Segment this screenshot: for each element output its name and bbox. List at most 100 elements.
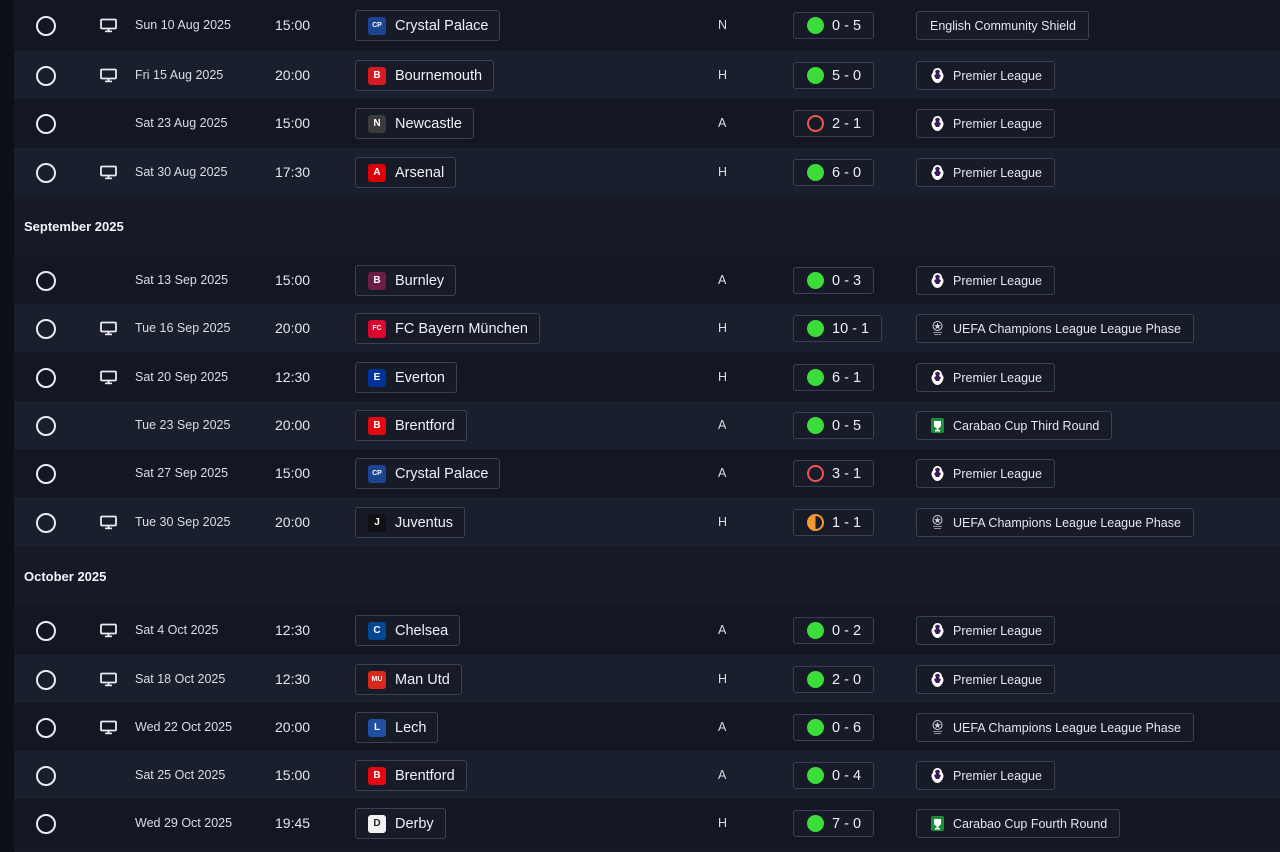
- select-toggle[interactable]: [36, 416, 56, 436]
- select-toggle[interactable]: [36, 16, 56, 36]
- select-toggle[interactable]: [36, 319, 56, 339]
- competition-button[interactable]: UEFA Champions League League Phase: [916, 314, 1194, 343]
- competition-button[interactable]: English Community Shield: [916, 11, 1089, 40]
- opponent-button[interactable]: L Lech: [355, 712, 439, 743]
- fixture-row[interactable]: Sat 13 Sep 2025 15:00 B Burnley A 0 - 3 Premie…: [14, 256, 1280, 304]
- result-badge[interactable]: 10 - 1: [793, 315, 883, 342]
- venue-label: H: [718, 370, 728, 384]
- opponent-button[interactable]: A Arsenal: [355, 157, 457, 188]
- competition-button[interactable]: Carabao Cup Third Round: [916, 411, 1113, 440]
- section-header: October 2025: [14, 546, 1280, 606]
- opponent-button[interactable]: D Derby: [355, 808, 446, 839]
- competition-button[interactable]: Premier League: [916, 459, 1055, 488]
- opponent-button[interactable]: N Newcastle: [355, 108, 474, 139]
- competition-button[interactable]: Premier League: [916, 109, 1055, 138]
- opponent-button[interactable]: B Brentford: [355, 410, 467, 441]
- fixture-row[interactable]: Tue 23 Sep 2025 20:00 B Brentford A 0 - 5 Cara…: [14, 401, 1280, 449]
- opponent-button[interactable]: C Chelsea: [355, 615, 461, 646]
- select-toggle[interactable]: [36, 621, 56, 641]
- fixture-row[interactable]: Sat 27 Sep 2025 15:00 CP Crystal Palace A 3 -…: [14, 449, 1280, 497]
- lech-crest: L: [368, 718, 386, 737]
- bayern-crest: FC: [368, 319, 386, 338]
- venue-label: N: [718, 18, 728, 32]
- opponent-button[interactable]: E Everton: [355, 362, 457, 393]
- competition-button[interactable]: UEFA Champions League League Phase: [916, 508, 1194, 537]
- bournemouth-crest: B: [368, 66, 386, 85]
- fixture-date: Sat 4 Oct 2025: [135, 623, 219, 637]
- burnley-crest: B: [368, 271, 386, 290]
- score: 7 - 0: [832, 815, 862, 832]
- select-toggle[interactable]: [36, 66, 56, 86]
- select-toggle[interactable]: [36, 163, 56, 183]
- result-badge[interactable]: 0 - 5: [793, 12, 875, 39]
- fixture-time: 19:45: [275, 815, 311, 831]
- premier-league-icon: [930, 272, 945, 289]
- select-toggle[interactable]: [36, 814, 56, 834]
- fixture-date: Wed 22 Oct 2025: [135, 720, 233, 734]
- result-badge[interactable]: 6 - 1: [793, 364, 875, 391]
- competition-button[interactable]: Premier League: [916, 616, 1055, 645]
- score: 5 - 0: [832, 67, 862, 84]
- opponent-button[interactable]: CP Crystal Palace: [355, 10, 501, 41]
- result-badge[interactable]: 1 - 1: [793, 509, 875, 536]
- competition-button[interactable]: Premier League: [916, 761, 1055, 790]
- result-badge[interactable]: 5 - 0: [793, 62, 875, 89]
- fixture-row[interactable]: Sat 23 Aug 2025 15:00 N Newcastle A 2 - 1 Prem…: [14, 99, 1280, 147]
- fixture-row[interactable]: Sat 4 Oct 2025 12:30 C Chelsea A 0 - 2 Premier…: [14, 606, 1280, 654]
- competition-button[interactable]: Premier League: [916, 665, 1055, 694]
- fixture-row[interactable]: Fri 15 Aug 2025 20:00 B Bournemouth H 5 - 0 Pr…: [14, 51, 1280, 99]
- competition-name: Premier League: [953, 466, 1042, 481]
- win-indicator-icon: [807, 17, 824, 34]
- fixture-row[interactable]: Sat 30 Aug 2025 17:30 A Arsenal H 6 - 0 Premie…: [14, 148, 1280, 196]
- fixture-time: 20:00: [275, 67, 311, 83]
- result-badge[interactable]: 3 - 1: [793, 460, 875, 487]
- opponent-button[interactable]: CP Crystal Palace: [355, 458, 501, 489]
- result-badge[interactable]: 0 - 3: [793, 267, 875, 294]
- select-toggle[interactable]: [36, 718, 56, 738]
- opponent-button[interactable]: B Bournemouth: [355, 60, 495, 91]
- fixture-row[interactable]: Sun 10 Aug 2025 15:00 CP Crystal Palace N 0 -…: [14, 1, 1280, 49]
- result-badge[interactable]: 6 - 0: [793, 159, 875, 186]
- select-toggle[interactable]: [36, 513, 56, 533]
- fixture-row[interactable]: Wed 22 Oct 2025 20:00 L Lech A 0 - 6 UEFA Cham…: [14, 703, 1280, 751]
- result-badge[interactable]: 0 - 6: [793, 714, 875, 741]
- fixture-row[interactable]: Sat 18 Oct 2025 12:30 MU Man Utd H 2 - 0 Premi…: [14, 655, 1280, 703]
- result-badge[interactable]: 2 - 0: [793, 666, 875, 693]
- fixture-time: 15:00: [275, 465, 311, 481]
- competition-button[interactable]: Premier League: [916, 363, 1055, 392]
- result-badge[interactable]: 2 - 1: [793, 110, 875, 137]
- fixture-row[interactable]: Wed 29 Oct 2025 19:45 D Derby H 7 - 0 Carabao …: [14, 799, 1280, 847]
- select-toggle[interactable]: [36, 114, 56, 134]
- opponent-name: Derby: [395, 815, 434, 832]
- select-toggle[interactable]: [36, 766, 56, 786]
- opponent-button[interactable]: J Juventus: [355, 507, 466, 538]
- competition-button[interactable]: Premier League: [916, 266, 1055, 295]
- competition-button[interactable]: UEFA Champions League League Phase: [916, 713, 1194, 742]
- fixture-row[interactable]: Sat 25 Oct 2025 15:00 B Brentford A 0 - 4 Prem…: [14, 751, 1280, 799]
- result-badge[interactable]: 0 - 5: [793, 412, 875, 439]
- opponent-button[interactable]: FC FC Bayern München: [355, 313, 540, 344]
- result-badge[interactable]: 0 - 2: [793, 617, 875, 644]
- select-toggle[interactable]: [36, 368, 56, 388]
- opponent-button[interactable]: MU Man Utd: [355, 664, 462, 695]
- result-badge[interactable]: 0 - 4: [793, 762, 875, 789]
- competition-button[interactable]: Premier League: [916, 61, 1055, 90]
- opponent-button[interactable]: B Burnley: [355, 265, 457, 296]
- competition-name: UEFA Champions League League Phase: [953, 515, 1181, 530]
- select-toggle[interactable]: [36, 670, 56, 690]
- loss-indicator-icon: [807, 465, 824, 482]
- result-badge[interactable]: 7 - 0: [793, 810, 875, 837]
- competition-button[interactable]: Premier League: [916, 158, 1055, 187]
- win-indicator-icon: [807, 272, 824, 289]
- fixture-row[interactable]: Sat 20 Sep 2025 12:30 E Everton H 6 - 1 Premie…: [14, 353, 1280, 401]
- opponent-name: Crystal Palace: [395, 465, 489, 482]
- score: 6 - 1: [832, 369, 862, 386]
- select-toggle[interactable]: [36, 464, 56, 484]
- opponent-button[interactable]: B Brentford: [355, 760, 467, 791]
- select-toggle[interactable]: [36, 271, 56, 291]
- fixtures-list: Sun 10 Aug 2025 15:00 CP Crystal Palace N 0 -…: [14, 0, 1280, 852]
- fixture-row[interactable]: Tue 16 Sep 2025 20:00 FC FC Bayern München H…: [14, 304, 1280, 352]
- fixture-row[interactable]: Tue 30 Sep 2025 20:00 J Juventus H 1 - 1 UEFA …: [14, 498, 1280, 546]
- score: 0 - 5: [832, 17, 862, 34]
- competition-button[interactable]: Carabao Cup Fourth Round: [916, 809, 1121, 838]
